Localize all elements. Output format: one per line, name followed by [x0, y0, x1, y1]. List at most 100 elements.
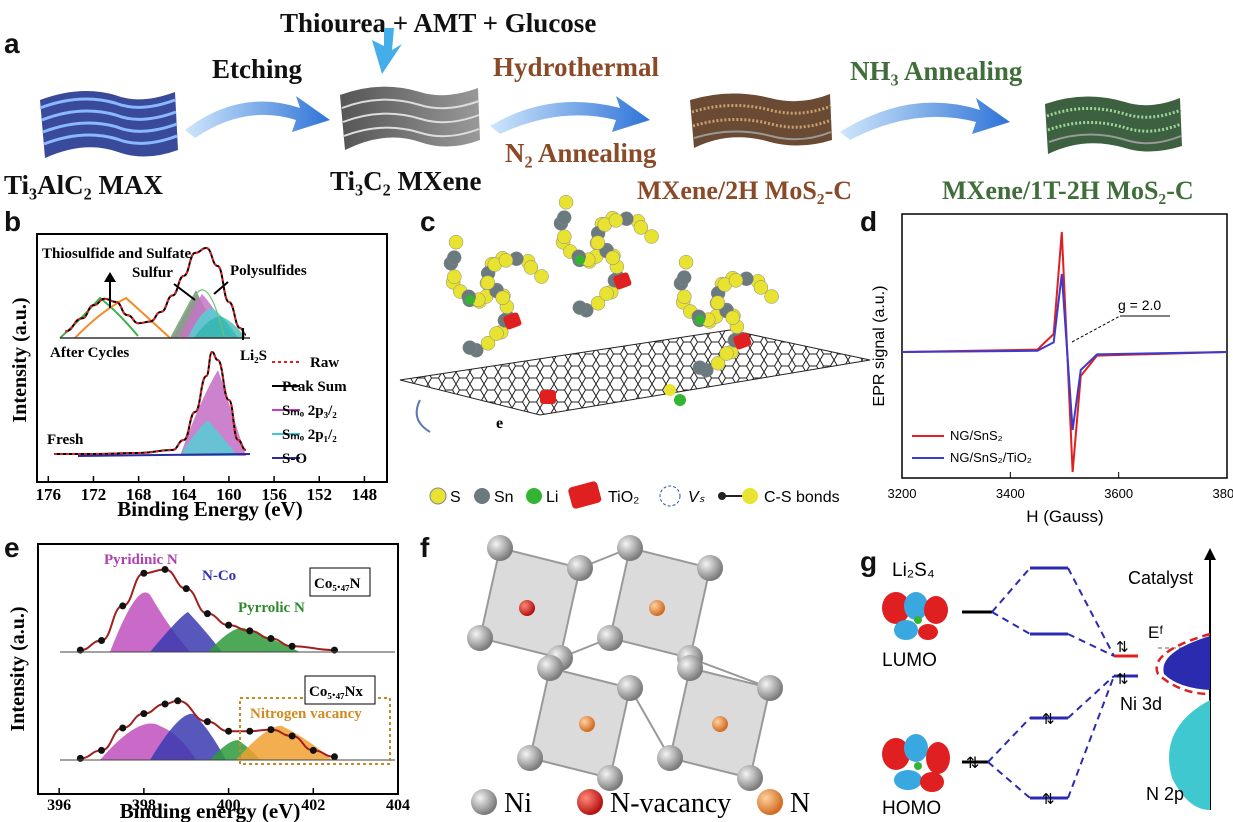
after-cycles-label: After Cycles [50, 345, 129, 361]
mxene-2h-label: MXene/2H MoS₂-C [637, 176, 853, 205]
data-point [76, 646, 84, 654]
atom [480, 275, 495, 290]
bond [689, 567, 711, 659]
atom [523, 260, 539, 275]
atom [608, 213, 624, 228]
panel-a-graphics [39, 28, 1182, 158]
bond [609, 547, 631, 639]
data-point [309, 746, 317, 754]
panel-f-label: f [420, 532, 430, 563]
atom [644, 229, 659, 244]
svg-text:Li: Li [546, 489, 558, 506]
inner-e-label: e [496, 415, 503, 432]
mxene-1t2h-icon [1045, 96, 1182, 154]
bond [529, 757, 611, 779]
fresh-raw [53, 350, 247, 455]
pyridinic-n-label: Pyridinic N [104, 552, 178, 568]
etching-arrow-icon [185, 96, 330, 138]
x-tick-label: 400 [217, 797, 241, 814]
co547nx-components [100, 713, 332, 760]
after-cycles-raw [65, 246, 247, 336]
ni-atom [567, 555, 593, 581]
li-atom [575, 255, 585, 265]
panel-d-legend: NG/SnS₂ NG/SnS₂/TiO₂ [912, 428, 1032, 465]
graphene-sheet [399, 329, 871, 416]
atom [676, 270, 692, 285]
x-tick-label: 3200 [888, 486, 917, 501]
bond [689, 657, 771, 689]
svg-text:Peak Sum: Peak Sum [282, 379, 347, 395]
x-tick-label: 160 [216, 485, 242, 504]
x-tick-label: 398 [132, 797, 156, 814]
atom [590, 295, 606, 311]
panel-c-structure: e [399, 194, 871, 433]
svg-text:Sn: Sn [494, 489, 514, 506]
ni-3d-band [1163, 636, 1210, 690]
data-point [174, 697, 182, 705]
hydrothermal-arrow-icon [490, 96, 650, 134]
homo-electrons: ⇅ [966, 755, 979, 772]
data-point [203, 718, 211, 726]
tio2-block [503, 312, 522, 330]
panel-g-diagram: Li₂S₄ LUMO HOMO ⇅ [882, 548, 1216, 819]
box-top: Co₅.₄₇N [314, 576, 361, 592]
li2s-label: Li₂S [240, 348, 267, 364]
mo-electrons-1: ⇅ [1042, 711, 1055, 728]
x-tick-label: 148 [352, 485, 378, 504]
atom [710, 355, 726, 371]
x-tick-label: 168 [126, 485, 152, 504]
x-tick-label: 164 [171, 485, 197, 504]
x-tick-label: 156 [261, 485, 287, 504]
x-tick-label: 396 [47, 797, 71, 814]
bond [479, 637, 561, 659]
tio2-block [540, 390, 556, 404]
mxene-label: Ti₃C₂ MXene [330, 166, 482, 196]
atom [692, 360, 708, 375]
panel-a-label: a [4, 28, 20, 59]
data-point [288, 642, 296, 650]
panel-b-label: b [4, 206, 22, 237]
panel-e-label: e [4, 532, 20, 563]
series-ng-sns2-tio2 [901, 273, 1228, 431]
svg-text:NG/SnS₂: NG/SnS₂ [950, 428, 1003, 443]
sulfur-arrow [173, 283, 196, 301]
mo-electrons-2: ⇅ [1042, 791, 1055, 808]
bond [689, 667, 771, 689]
catalyst-electrons-1: ⇅ [1116, 639, 1129, 656]
thiosulfide-label: Thiosulfide and Sulfate [42, 246, 192, 262]
atom [557, 229, 572, 244]
ni-atom [487, 535, 513, 561]
svg-text:S: S [450, 489, 461, 506]
bond [609, 637, 691, 659]
panel-f-legend: Ni N-vacancy N [471, 788, 810, 819]
svg-text:Ni: Ni [504, 788, 532, 819]
atom [719, 346, 734, 361]
plot-frame [36, 233, 388, 483]
li-atom [465, 295, 475, 305]
atom [678, 254, 694, 270]
ylabel: Intensity (a.u.) [9, 297, 31, 422]
x-tick-label: 152 [307, 485, 333, 504]
svg-text:Sₘₒ 2p₃/₂: Sₘₒ 2p₃/₂ [282, 403, 337, 419]
nh3-arrow-icon [840, 98, 1010, 140]
n2-annealing-label: N₂ Annealing [505, 138, 657, 168]
homo-label: HOMO [882, 798, 941, 819]
bond [549, 667, 631, 689]
ni-lattice [467, 535, 783, 791]
ni-atom [617, 535, 643, 561]
lumo-orbital-icon [882, 592, 948, 640]
ni-atom [467, 625, 493, 651]
ni-atom [517, 745, 543, 771]
etching-label: Etching [212, 54, 303, 84]
mxene-1t2h-label: MXene/1T-2H MoS₂-C [942, 176, 1194, 205]
panel-g-label: g [860, 546, 878, 577]
n2p-label: N 2p [1146, 784, 1184, 804]
x-tick-label: 172 [81, 485, 107, 504]
data-point [288, 732, 296, 740]
atom [664, 384, 676, 396]
panel-d-label: d [860, 206, 878, 237]
homo-orbital-icon [882, 734, 950, 792]
mxene-2h-icon [690, 93, 832, 148]
ni-atom [657, 745, 683, 771]
panel-d-plot: EPR signal (a.u.) 3200 3400 3600 3800 H (Ga… [871, 213, 1233, 526]
